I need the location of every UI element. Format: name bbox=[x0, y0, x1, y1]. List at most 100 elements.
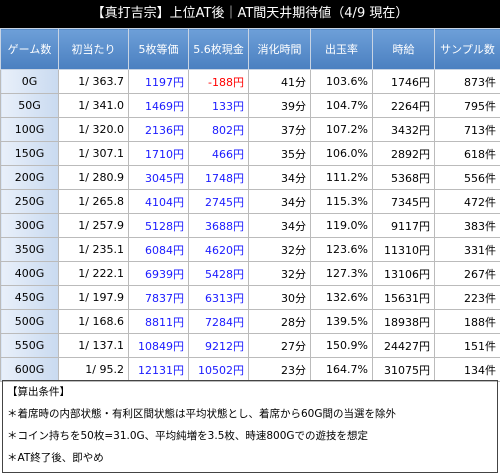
cell: 28分 bbox=[248, 309, 311, 334]
row-header: 300G bbox=[0, 213, 59, 238]
cell: 115.3% bbox=[310, 189, 373, 214]
cell: 151件 bbox=[434, 333, 500, 358]
cell: 873件 bbox=[434, 69, 500, 94]
table-row: 150G 1/ 307.1 1710円 466円 35分 106.0% 2892円 618件 bbox=[0, 141, 500, 166]
cell: 6313円 bbox=[188, 285, 249, 310]
cell: 119.0% bbox=[310, 213, 373, 238]
cell: 2264円 bbox=[372, 93, 435, 118]
cell: 111.2% bbox=[310, 165, 373, 190]
cell: 1748円 bbox=[188, 165, 249, 190]
note: ＊着席時の内部状態・有利区間状態は平均状態とし、着席から60G間の当選を除外 bbox=[7, 408, 396, 420]
cell: 41分 bbox=[248, 69, 311, 94]
cell: 5368円 bbox=[372, 165, 435, 190]
cell: 1/ 235.1 bbox=[58, 237, 129, 262]
cell: 39分 bbox=[248, 93, 311, 118]
cell: 618件 bbox=[434, 141, 500, 166]
cell: 23分 bbox=[248, 357, 311, 382]
cell: 1/ 341.0 bbox=[58, 93, 129, 118]
row-header: 150G bbox=[0, 141, 59, 166]
cell: 30分 bbox=[248, 285, 311, 310]
cell: 15631円 bbox=[372, 285, 435, 310]
cell: 556件 bbox=[434, 165, 500, 190]
cell: 7345円 bbox=[372, 189, 435, 214]
column-header: ゲーム数 bbox=[0, 28, 59, 70]
table-row: 450G 1/ 197.9 7837円 6313円 30分 132.6% 15631円 223… bbox=[0, 285, 500, 310]
cell: 24427円 bbox=[372, 333, 435, 358]
cell: 4620円 bbox=[188, 237, 249, 262]
cell: 466円 bbox=[188, 141, 249, 166]
column-header: 消化時間 bbox=[248, 28, 311, 70]
row-header: 200G bbox=[0, 165, 59, 190]
note: ＊コイン持ちを50枚=31.0G、平均純増を3.5枚、時速800Gでの遊技を想定 bbox=[7, 430, 369, 442]
column-header: 5枚等価 bbox=[128, 28, 189, 70]
table-row: 250G 1/ 265.8 4104円 2745円 34分 115.3% 7345円 472件 bbox=[0, 189, 500, 214]
cell: 2892円 bbox=[372, 141, 435, 166]
cell: 1/ 307.1 bbox=[58, 141, 129, 166]
column-header: 初当たり bbox=[58, 28, 129, 70]
cell: 1/ 280.9 bbox=[58, 165, 129, 190]
row-header: 350G bbox=[0, 237, 59, 262]
cell: 134件 bbox=[434, 357, 500, 382]
cell: 8811円 bbox=[128, 309, 189, 334]
cell: 223件 bbox=[434, 285, 500, 310]
cell: 150.9% bbox=[310, 333, 373, 358]
table-row: 300G 1/ 257.9 5128円 3688円 34分 119.0% 9117円 383件 bbox=[0, 213, 500, 238]
cell: 1/ 95.2 bbox=[58, 357, 129, 382]
column-header: 5.6枚現金 bbox=[188, 28, 249, 70]
cell: 34分 bbox=[248, 165, 311, 190]
table-row: 600G 1/ 95.2 12131円 10502円 23分 164.7% 31075円 13… bbox=[0, 357, 500, 382]
cell: 1/ 257.9 bbox=[58, 213, 129, 238]
cell: 7837円 bbox=[128, 285, 189, 310]
cell: 5128円 bbox=[128, 213, 189, 238]
cell: 802円 bbox=[188, 117, 249, 142]
row-header: 600G bbox=[0, 357, 59, 382]
table: ゲーム数 初当たり 5枚等価 5.6枚現金 消化時間 出玉率 時給 サンプル数 0G 1/ 36… bbox=[0, 28, 500, 382]
cell: 123.6% bbox=[310, 237, 373, 262]
cell: 1/ 197.9 bbox=[58, 285, 129, 310]
cell: 1746円 bbox=[372, 69, 435, 94]
cell: 10502円 bbox=[188, 357, 249, 382]
notes-heading: 【算出条件】 bbox=[7, 386, 70, 398]
cell: 1469円 bbox=[128, 93, 189, 118]
table-body: 0G 1/ 363.7 1197円 -188円 41分 103.6% 1746円 873件 50… bbox=[0, 69, 500, 382]
table-row: 50G 1/ 341.0 1469円 133円 39分 104.7% 2264円 795件 bbox=[0, 93, 500, 118]
cell: 139.5% bbox=[310, 309, 373, 334]
cell: 10849円 bbox=[128, 333, 189, 358]
cell: 133円 bbox=[188, 93, 249, 118]
title: 【真打吉宗】上位AT後｜AT間天井期待値（4/9 現在） bbox=[0, 0, 500, 28]
cell: 34分 bbox=[248, 189, 311, 214]
cell: 7284円 bbox=[188, 309, 249, 334]
cell: 267件 bbox=[434, 261, 500, 286]
row-header: 100G bbox=[0, 117, 59, 142]
table-row: 400G 1/ 222.1 6939円 5428円 32分 127.3% 13106円 267… bbox=[0, 261, 500, 286]
cell: 13106円 bbox=[372, 261, 435, 286]
cell: 383件 bbox=[434, 213, 500, 238]
notes: 【算出条件】 ＊着席時の内部状態・有利区間状態は平均状態とし、着席から60G間の当… bbox=[2, 380, 498, 473]
cell: 472件 bbox=[434, 189, 500, 214]
cell: 107.2% bbox=[310, 117, 373, 142]
cell: 34分 bbox=[248, 213, 311, 238]
cell: 2745円 bbox=[188, 189, 249, 214]
cell: 31075円 bbox=[372, 357, 435, 382]
cell: -188円 bbox=[188, 69, 249, 94]
cell: 1/ 222.1 bbox=[58, 261, 129, 286]
cell: 3688円 bbox=[188, 213, 249, 238]
row-header: 550G bbox=[0, 333, 59, 358]
cell: 164.7% bbox=[310, 357, 373, 382]
cell: 37分 bbox=[248, 117, 311, 142]
cell: 5428円 bbox=[188, 261, 249, 286]
cell: 1/ 265.8 bbox=[58, 189, 129, 214]
cell: 331件 bbox=[434, 237, 500, 262]
row-header: 250G bbox=[0, 189, 59, 214]
cell: 2136円 bbox=[128, 117, 189, 142]
cell: 3432円 bbox=[372, 117, 435, 142]
cell: 1710円 bbox=[128, 141, 189, 166]
cell: 11310円 bbox=[372, 237, 435, 262]
cell: 32分 bbox=[248, 237, 311, 262]
cell: 188件 bbox=[434, 309, 500, 334]
cell: 713件 bbox=[434, 117, 500, 142]
row-header: 50G bbox=[0, 93, 59, 118]
cell: 9117円 bbox=[372, 213, 435, 238]
cell: 104.7% bbox=[310, 93, 373, 118]
